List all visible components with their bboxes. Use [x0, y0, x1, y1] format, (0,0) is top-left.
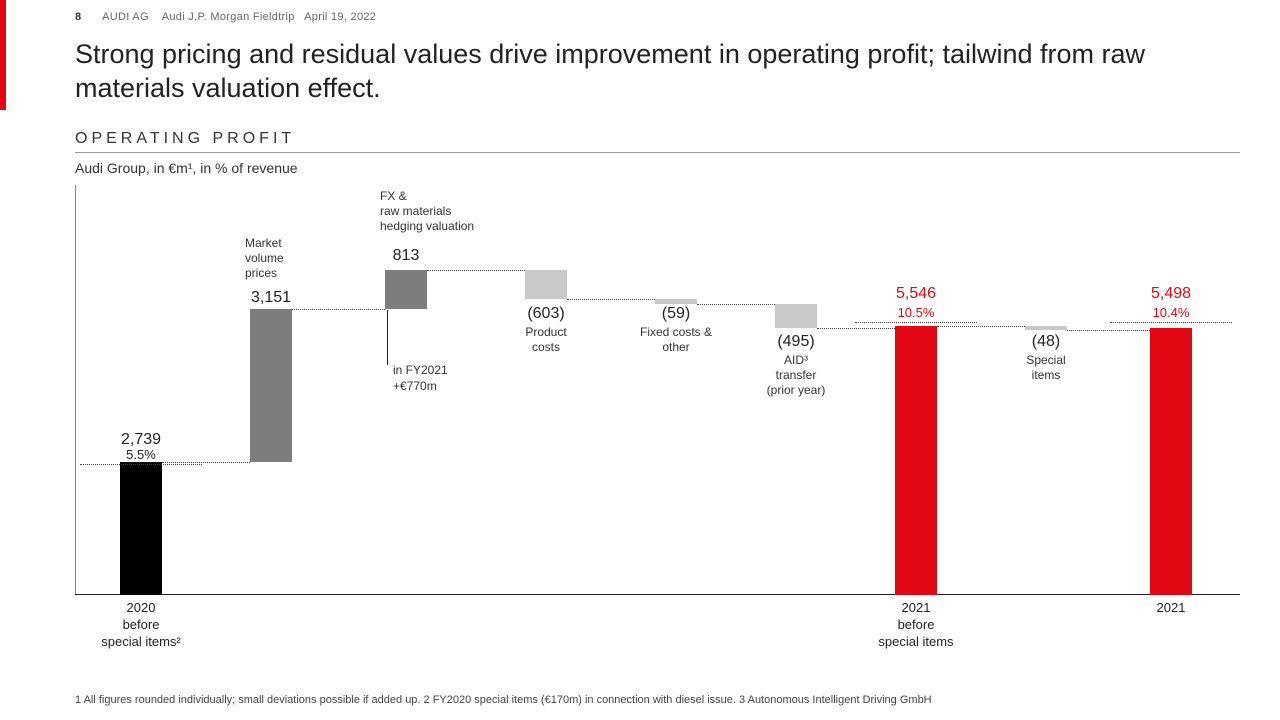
- bar-fixed_costs_other: [655, 299, 697, 304]
- value-label-end_2021: 5,498: [1110, 285, 1232, 303]
- connector-start_2020-market_volume_prices: [162, 462, 250, 463]
- bar-market_volume_prices: [250, 309, 292, 462]
- below-label-special_items: Specialitems: [995, 353, 1097, 383]
- axis-label-end_2021: 2021: [1105, 600, 1237, 617]
- top-label-fx_raw_materials: FX &raw materialshedging valuation: [380, 189, 510, 234]
- below-label-aid_transfer: AID³transfer(prior year): [745, 353, 847, 398]
- page-number: 8: [75, 11, 81, 23]
- waterfall-chart: 2,7395.5%3,151Marketvolumeprices813FX &r…: [75, 185, 1240, 595]
- note-mark-fx_raw_materials: [387, 310, 388, 365]
- value-label-fixed_costs_other: (59): [615, 305, 737, 323]
- connector-fixed_costs_other-aid_transfer: [697, 304, 775, 305]
- section-rule: [75, 152, 1240, 153]
- value-label-fx_raw_materials: 813: [345, 247, 467, 265]
- value-label-product_costs: (603): [485, 305, 607, 323]
- y-axis-line: [75, 185, 76, 595]
- pct-label-subtotal_2021_before_si: 10.5%: [855, 305, 977, 323]
- connector-aid_transfer-subtotal_2021_before_si: [817, 328, 895, 329]
- bar-start_2020: [120, 462, 162, 595]
- footnote-text: 1 All figures rounded individually; smal…: [75, 694, 1240, 706]
- section-heading: OPERATING PROFIT: [75, 130, 295, 152]
- connector-special_items-end_2021: [1067, 330, 1150, 331]
- slide-meta: 8 AUDI AG Audi J.P. Morgan Fieldtrip Apr…: [75, 11, 376, 23]
- bar-subtotal_2021_before_si: [895, 326, 937, 595]
- bar-end_2021: [1150, 328, 1192, 595]
- bar-aid_transfer: [775, 304, 817, 328]
- value-label-special_items: (48): [985, 333, 1107, 351]
- value-label-aid_transfer: (495): [735, 333, 857, 351]
- value-label-market_volume_prices: 3,151: [210, 289, 332, 307]
- connector-market_volume_prices-fx_raw_materials: [292, 309, 385, 310]
- note-fx_raw_materials: in FY2021+€770m: [393, 363, 448, 394]
- event-date: April 19, 2022: [304, 11, 376, 23]
- bar-fx_raw_materials: [385, 270, 427, 309]
- slide-title: Strong pricing and residual values drive…: [75, 38, 1240, 106]
- connector-fx_raw_materials-product_costs: [427, 270, 525, 271]
- section-subheading: Audi Group, in €m¹, in % of revenue: [75, 160, 298, 176]
- brand-accent-bar: [0, 0, 6, 110]
- below-label-fixed_costs_other: Fixed costs &other: [625, 325, 727, 355]
- axis-label-subtotal_2021_before_si: 2021beforespecial items: [850, 600, 982, 651]
- event-name: Audi J.P. Morgan Fieldtrip: [162, 11, 295, 23]
- bar-special_items: [1025, 326, 1067, 330]
- chart-baseline: [75, 594, 1240, 595]
- pct-label-end_2021: 10.4%: [1110, 305, 1232, 323]
- axis-label-start_2020: 2020beforespecial items²: [75, 600, 207, 651]
- connector-product_costs-fixed_costs_other: [567, 299, 655, 300]
- connector-subtotal_2021_before_si-special_items: [937, 326, 1025, 327]
- below-label-product_costs: Productcosts: [495, 325, 597, 355]
- value-label-subtotal_2021_before_si: 5,546: [855, 285, 977, 303]
- company-name: AUDI AG: [102, 11, 149, 23]
- bar-product_costs: [525, 270, 567, 299]
